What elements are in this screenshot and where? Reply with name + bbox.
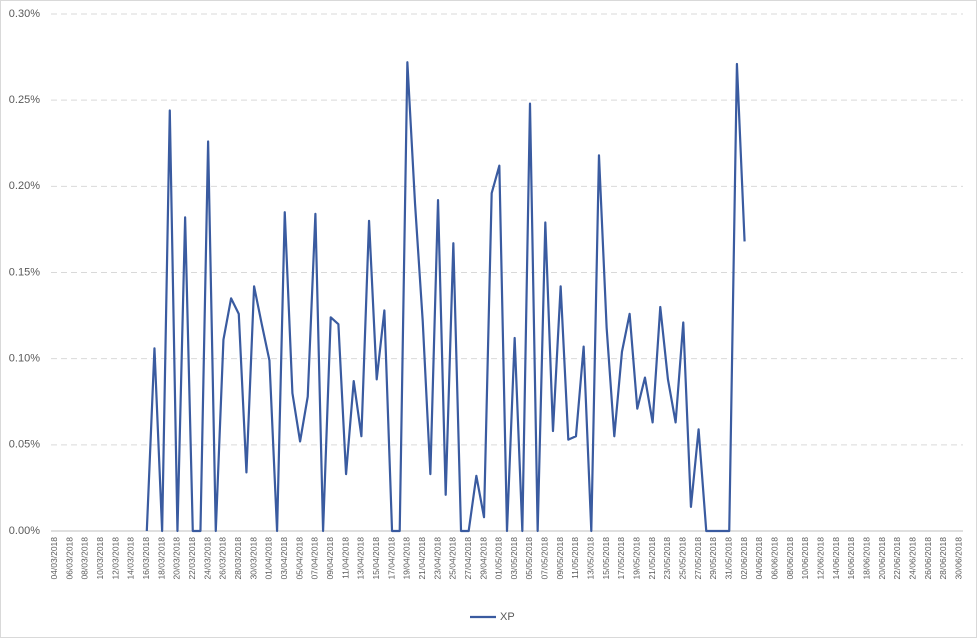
x-tick-label: 11/04/2018	[340, 537, 350, 579]
x-tick-label: 09/05/2018	[555, 537, 565, 580]
x-tick-label: 06/06/2018	[769, 537, 779, 580]
x-tick-label: 25/04/2018	[448, 537, 458, 580]
x-tick-label: 23/04/2018	[432, 537, 442, 580]
x-tick-label: 13/04/2018	[356, 537, 366, 580]
x-tick-label: 11/05/2018	[570, 537, 580, 579]
x-tick-label: 22/06/2018	[892, 537, 902, 580]
x-tick-label: 22/03/2018	[187, 537, 197, 580]
x-tick-label: 24/06/2018	[907, 537, 917, 580]
x-tick-label: 04/03/2018	[49, 537, 59, 580]
y-tick-label: 0.30%	[9, 8, 40, 20]
x-tick-label: 07/04/2018	[310, 537, 320, 580]
x-tick-label: 05/05/2018	[524, 537, 534, 580]
x-tick-label: 20/03/2018	[172, 537, 182, 580]
x-tick-label: 10/06/2018	[800, 537, 810, 580]
x-tick-label: 17/04/2018	[386, 537, 396, 580]
x-tick-label: 01/04/2018	[264, 537, 274, 580]
x-tick-label: 04/06/2018	[754, 537, 764, 580]
x-tick-label: 19/05/2018	[632, 537, 642, 580]
y-tick-label: 0.20%	[9, 180, 40, 192]
x-tick-label: 15/05/2018	[601, 537, 611, 580]
x-tick-label: 25/05/2018	[678, 537, 688, 580]
x-tick-label: 17/05/2018	[616, 537, 626, 580]
x-tick-label: 26/03/2018	[218, 537, 228, 580]
x-tick-label: 14/06/2018	[831, 537, 841, 580]
x-tick-label: 03/05/2018	[509, 537, 519, 580]
y-tick-label: 0.25%	[9, 94, 40, 106]
x-tick-label: 23/05/2018	[662, 537, 672, 580]
x-tick-label: 27/04/2018	[463, 537, 473, 580]
x-tick-label: 18/06/2018	[861, 537, 871, 580]
x-tick-label: 24/03/2018	[202, 537, 212, 580]
x-tick-label: 21/05/2018	[647, 537, 657, 580]
x-tick-label: 30/06/2018	[953, 537, 963, 580]
x-tick-label: 09/04/2018	[325, 537, 335, 580]
x-tick-label: 01/05/2018	[494, 537, 504, 580]
x-tick-label: 08/06/2018	[785, 537, 795, 580]
x-tick-label: 03/04/2018	[279, 537, 289, 580]
y-tick-label: 0.05%	[9, 439, 40, 451]
x-tick-label: 31/05/2018	[724, 537, 734, 580]
x-tick-label: 28/06/2018	[938, 537, 948, 580]
y-tick-label: 0.10%	[9, 353, 40, 365]
y-tick-label: 0.15%	[9, 266, 40, 278]
x-tick-label: 21/04/2018	[417, 537, 427, 580]
x-tick-label: 16/06/2018	[846, 537, 856, 580]
x-tick-label: 29/05/2018	[708, 537, 718, 580]
x-tick-label: 12/03/2018	[110, 537, 120, 580]
x-tick-label: 15/04/2018	[371, 537, 381, 580]
x-tick-label: 30/03/2018	[248, 537, 258, 580]
x-tick-label: 06/03/2018	[64, 537, 74, 580]
x-tick-label: 28/03/2018	[233, 537, 243, 580]
x-tick-label: 13/05/2018	[586, 537, 596, 580]
x-tick-label: 20/06/2018	[877, 537, 887, 580]
x-tick-label: 02/06/2018	[739, 537, 749, 580]
x-tick-label: 14/03/2018	[126, 537, 136, 580]
x-tick-label: 10/03/2018	[95, 537, 105, 580]
y-tick-label: 0.00%	[9, 525, 40, 537]
x-tick-label: 07/05/2018	[540, 537, 550, 580]
x-tick-label: 08/03/2018	[80, 537, 90, 580]
x-tick-label: 29/04/2018	[478, 537, 488, 580]
x-tick-label: 16/03/2018	[141, 537, 151, 580]
x-tick-label: 05/04/2018	[294, 537, 304, 580]
x-tick-label: 19/04/2018	[402, 537, 412, 580]
series-line	[145, 61, 746, 533]
x-tick-label: 18/03/2018	[156, 537, 166, 580]
x-tick-label: 12/06/2018	[815, 537, 825, 580]
legend-label: XP	[500, 611, 515, 623]
x-tick-label: 26/06/2018	[923, 537, 933, 580]
x-tick-label: 27/05/2018	[693, 537, 703, 580]
